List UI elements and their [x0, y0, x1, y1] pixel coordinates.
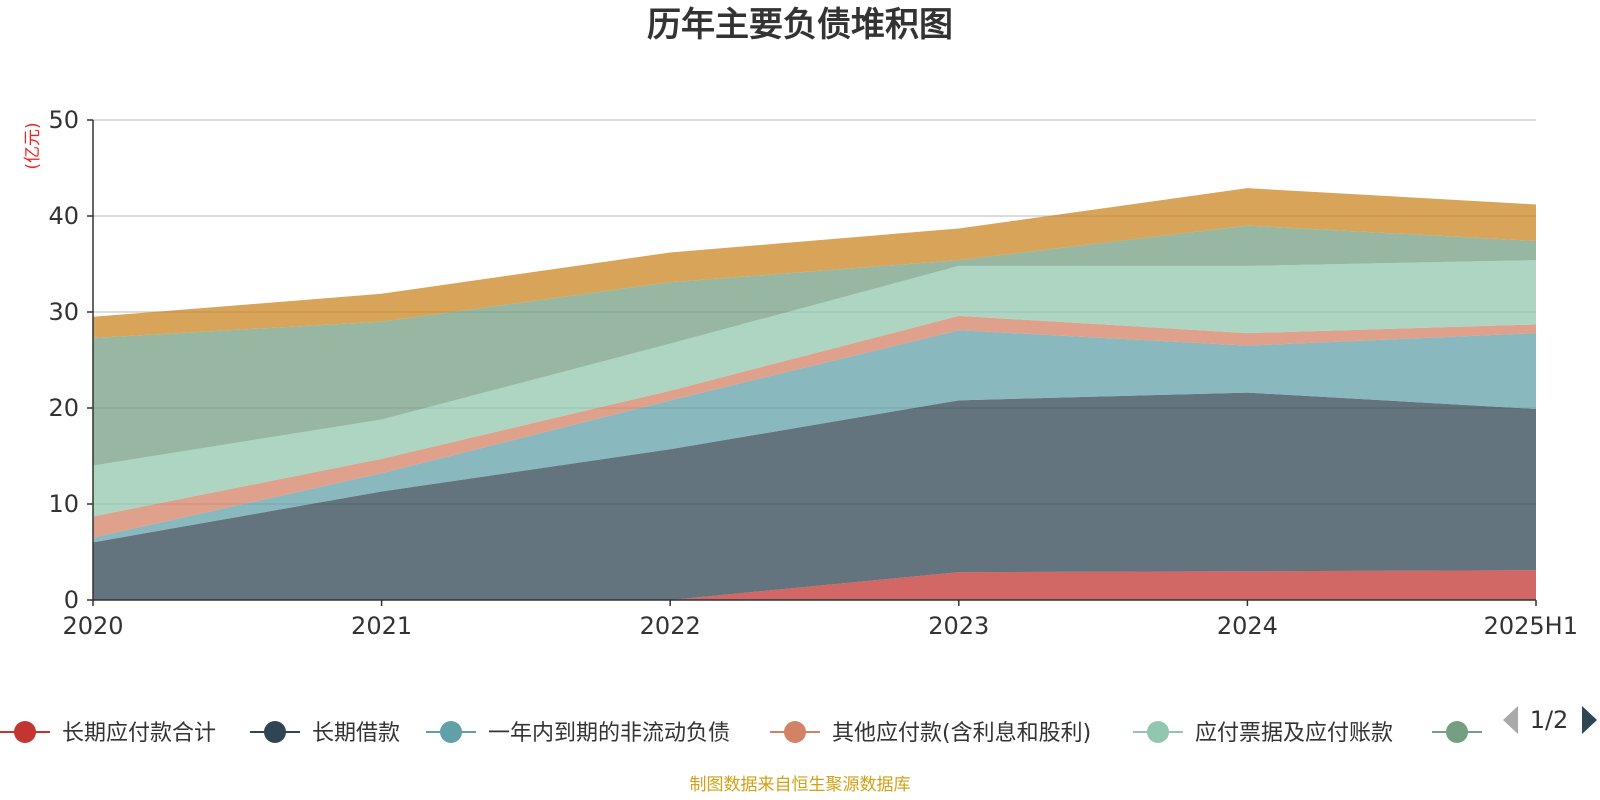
legend-item[interactable]: 长期应付款合计 — [0, 721, 216, 746]
data-source-note: 制图数据来自恒生聚源数据库 — [690, 775, 911, 795]
legend-circle-marker — [440, 721, 462, 743]
legend-pager: 1/2 — [1503, 706, 1597, 734]
x-tick-label: 2025H1 — [1484, 612, 1578, 640]
x-tick-label: 2021 — [351, 612, 412, 640]
y-tick-label: 50 — [48, 106, 79, 134]
area-series-2 — [93, 330, 1536, 543]
legend-label: 其他应付款(含利息和股利) — [832, 721, 1091, 746]
legend-page-indicator: 1/2 — [1530, 706, 1569, 734]
area-series — [93, 188, 1536, 600]
y-tick-label: 40 — [48, 202, 79, 230]
x-tick-label: 2022 — [640, 612, 701, 640]
y-axis-unit-label: (亿元) — [23, 122, 43, 169]
legend-item[interactable]: 其他应付款(含利息和股利) — [770, 721, 1091, 746]
area-series-0 — [93, 570, 1536, 600]
legend-label: 长期借款 — [312, 721, 400, 746]
legend-circle-marker — [1147, 721, 1169, 743]
legend-item[interactable] — [1432, 721, 1482, 743]
area-series-6 — [93, 188, 1536, 338]
legend-prev-icon[interactable] — [1503, 706, 1518, 734]
x-tick-label: 2024 — [1217, 612, 1278, 640]
axes: 0 10 20 30 40 50 2020 2021 2022 2023 2024 2025H1 — [48, 106, 1578, 640]
legend-label: 应付票据及应付账款 — [1195, 721, 1393, 746]
y-tick-label: 30 — [48, 298, 79, 326]
y-tick-label: 10 — [48, 490, 79, 518]
y-tick-label: 0 — [64, 586, 79, 614]
legend-item[interactable]: 一年内到期的非流动负债 — [426, 721, 730, 746]
legend-circle-marker — [784, 721, 806, 743]
legend-item[interactable]: 应付票据及应付账款 — [1133, 721, 1393, 746]
x-tick-label: 2023 — [928, 612, 989, 640]
area-series-4 — [93, 260, 1536, 517]
area-series-1 — [93, 392, 1536, 600]
legend-item[interactable]: 长期借款 — [250, 721, 400, 746]
legend-circle-marker — [264, 721, 286, 743]
legend-circle-marker — [1446, 721, 1468, 743]
legend-next-icon[interactable] — [1582, 706, 1597, 734]
legend-circle-marker — [14, 721, 36, 743]
y-tick-label: 20 — [48, 394, 79, 422]
chart-title: 历年主要负债堆积图 — [647, 5, 953, 45]
area-series-5 — [93, 225, 1536, 466]
x-tick-label: 2020 — [62, 612, 123, 640]
legend: 长期应付款合计 长期借款 一年内到期的非流动负债 其他应付款(含利息和股利) 应付票据及… — [0, 721, 1482, 746]
area-series-3 — [93, 315, 1536, 538]
legend-label: 一年内到期的非流动负债 — [488, 721, 730, 746]
legend-label: 长期应付款合计 — [62, 721, 216, 746]
